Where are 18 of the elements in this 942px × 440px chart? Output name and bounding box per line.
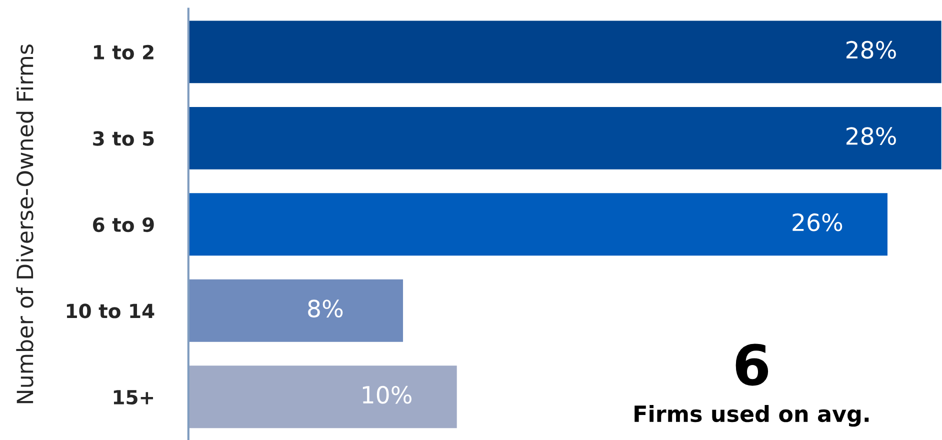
annotation: 6 bbox=[736, 344, 768, 386]
y-tick-label: 3 to 5 bbox=[93, 131, 154, 146]
annotation: Firms used on avg. bbox=[634, 404, 869, 427]
y-tick-label: 6 to 9 bbox=[93, 217, 154, 232]
bar bbox=[188, 278, 404, 344]
data-label: 28% bbox=[846, 127, 896, 146]
y-tick-label: 15+ bbox=[114, 390, 154, 405]
bar bbox=[188, 364, 458, 430]
bar bbox=[188, 106, 942, 171]
data-label: 10% bbox=[362, 386, 412, 404]
y-tick-label: 1 to 2 bbox=[94, 44, 154, 60]
bar bbox=[188, 192, 889, 258]
y-tick-label: 10 to 14 bbox=[66, 304, 154, 318]
bar bbox=[188, 19, 942, 85]
y-axis-title: Number of Diverse-Owned Firms bbox=[16, 44, 34, 404]
data-label: 28% bbox=[846, 40, 896, 59]
data-label: 8% bbox=[308, 300, 343, 318]
data-label: 26% bbox=[792, 213, 842, 232]
